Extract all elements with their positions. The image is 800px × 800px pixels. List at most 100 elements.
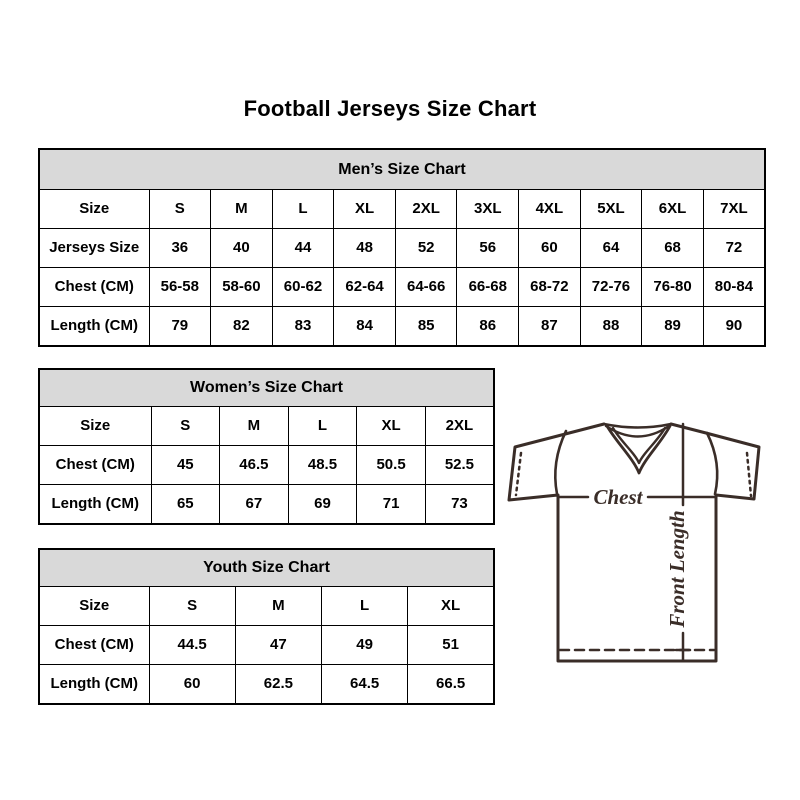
men-table-title: Men’s Size Chart [38,148,766,190]
row-label-cell: Jerseys Size [38,228,150,268]
value-cell: 65 [150,484,221,525]
value-cell: 58-60 [210,267,273,307]
right-sleeve-seam [705,431,719,496]
value-cell: 89 [641,306,704,347]
value-cell: 52.5 [424,445,495,485]
mens-size-table: Men’s Size Chart Size S M L XL 2XL 3XL 4XL 5XL 6XL… [38,148,766,347]
value-cell: 62-64 [333,267,396,307]
vneck-inner-line [611,426,667,465]
value-cell: 51 [407,625,495,665]
value-cell: M [234,586,323,626]
value-cell: 56-58 [148,267,212,307]
value-cell: 72 [702,228,766,268]
value-cell: 47 [234,625,323,665]
row-label-cell: Length (CM) [38,484,152,525]
value-cell: 52 [394,228,458,268]
table-row: Size S M L XL 2XL [38,406,495,446]
table-row: Chest (CM) 44.5 47 49 51 [38,625,495,665]
value-cell: 2XL [394,189,458,229]
row-label-cell: Length (CM) [38,664,150,705]
table-row: Length (CM) 60 62.5 64.5 66.5 [38,664,495,705]
table-row: Chest (CM) 56-58 58-60 60-62 62-64 64-66 66-68… [38,267,766,307]
table-row: Size S M L XL [38,586,495,626]
value-cell: 62.5 [234,664,323,705]
value-cell: 60-62 [271,267,335,307]
value-cell: XL [333,189,396,229]
value-cell: 72-76 [579,267,643,307]
value-cell: 60 [148,664,236,705]
youth-size-table: Youth Size Chart Size S M L XL Chest (CM) 44.5 4… [38,548,495,705]
women-table-title: Women’s Size Chart [38,368,495,407]
front-length-label: Front Length [665,510,689,628]
value-cell: 84 [333,306,396,347]
value-cell: M [210,189,273,229]
value-cell: 90 [702,306,766,347]
value-cell: 36 [148,228,212,268]
value-cell: L [320,586,409,626]
value-cell: 3XL [456,189,520,229]
value-cell: S [150,406,221,446]
value-cell: 56 [456,228,520,268]
value-cell: 6XL [641,189,704,229]
value-cell: 82 [210,306,273,347]
value-cell: S [148,586,236,626]
value-cell: 46.5 [219,445,289,485]
value-cell: 66.5 [407,664,495,705]
value-cell: 88 [579,306,643,347]
value-cell: 76-80 [641,267,704,307]
row-label-cell: Length (CM) [38,306,150,347]
row-label-cell: Chest (CM) [38,625,150,665]
value-cell: 2XL [424,406,495,446]
value-cell: XL [356,406,426,446]
value-cell: 69 [287,484,358,525]
right-cuff-stitch [745,451,753,498]
value-cell: 64 [579,228,643,268]
value-cell: 49 [320,625,409,665]
table-row: Jerseys Size 36 40 44 48 52 56 60 64 68 72 [38,228,766,268]
table-row: Chest (CM) 45 46.5 48.5 50.5 52.5 [38,445,495,485]
chest-label: Chest [593,485,643,509]
table-row: Length (CM) 79 82 83 84 85 86 87 88 89 90 [38,306,766,347]
value-cell: 64-66 [394,267,458,307]
value-cell: 48 [333,228,396,268]
value-cell: 68 [641,228,704,268]
row-label-cell: Chest (CM) [38,267,150,307]
value-cell: S [148,189,212,229]
value-cell: 87 [518,306,581,347]
value-cell: M [219,406,289,446]
value-cell: 60 [518,228,581,268]
value-cell: XL [407,586,495,626]
value-cell: L [271,189,335,229]
value-cell: 85 [394,306,458,347]
left-cuff-stitch [514,451,523,497]
value-cell: 4XL [518,189,581,229]
value-cell: 79 [148,306,212,347]
row-label-cell: Size [38,586,150,626]
womens-size-table: Women’s Size Chart Size S M L XL 2XL Chest (CM)… [38,368,495,525]
value-cell: 80-84 [702,267,766,307]
value-cell: 40 [210,228,273,268]
row-label-cell: Size [38,189,150,229]
value-cell: 50.5 [356,445,426,485]
value-cell: 67 [219,484,289,525]
value-cell: 86 [456,306,520,347]
value-cell: 68-72 [518,267,581,307]
value-cell: 83 [271,306,335,347]
value-cell: 44.5 [148,625,236,665]
value-cell: 7XL [702,189,766,229]
row-label-cell: Chest (CM) [38,445,152,485]
value-cell: 44 [271,228,335,268]
value-cell: 48.5 [287,445,358,485]
value-cell: 71 [356,484,426,525]
value-cell: 64.5 [320,664,409,705]
value-cell: 45 [150,445,221,485]
jersey-measurement-diagram: Chest Front Length [500,400,780,680]
left-sleeve-seam [554,429,568,496]
table-row: Size S M L XL 2XL 3XL 4XL 5XL 6XL 7XL [38,189,766,229]
value-cell: 66-68 [456,267,520,307]
jersey-diagram-icon: Chest Front Length [507,422,761,663]
row-label-cell: Size [38,406,152,446]
vneck-outer-line [605,424,672,475]
collar-top-edge [602,422,673,429]
